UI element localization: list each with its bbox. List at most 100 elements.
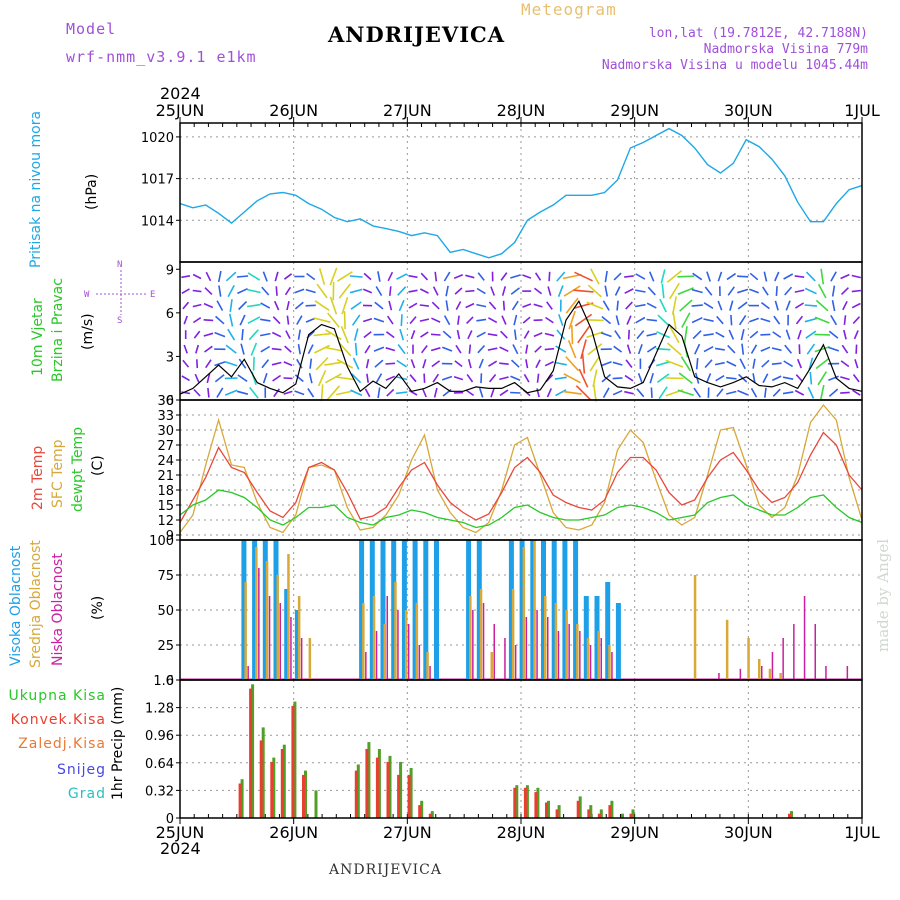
wind-arrow bbox=[548, 271, 551, 282]
wind-arrow bbox=[375, 373, 383, 384]
wind-arrow bbox=[796, 358, 803, 369]
total-precip-bar bbox=[589, 805, 593, 818]
mid-cloud-bar bbox=[544, 596, 547, 680]
y-tick-label: 9 bbox=[166, 263, 174, 278]
wind-arrow bbox=[431, 360, 441, 368]
wind-arrow bbox=[182, 359, 190, 368]
top-day-label: 26JUN bbox=[269, 101, 318, 120]
wind-arrow bbox=[534, 287, 543, 295]
wind-arrow bbox=[771, 362, 782, 365]
wind-arrow bbox=[602, 387, 610, 398]
wind-arrow bbox=[350, 389, 363, 397]
wind-arrow bbox=[487, 347, 498, 351]
conv-precip-bar bbox=[534, 792, 538, 818]
wind-arrow bbox=[752, 358, 756, 369]
low-cloud-bar bbox=[504, 638, 506, 680]
wind-arrow bbox=[314, 344, 331, 354]
conv-precip-bar bbox=[249, 688, 253, 818]
wind-arrow bbox=[613, 272, 622, 281]
wind-arrow bbox=[388, 300, 393, 311]
wind-arrow bbox=[227, 285, 235, 298]
wind-arrow bbox=[626, 315, 632, 325]
wind-arrow bbox=[737, 301, 748, 310]
wind-arrow bbox=[453, 376, 464, 381]
wind-arrow bbox=[649, 372, 654, 384]
mid-cloud-bar bbox=[490, 652, 493, 680]
wind-arrow bbox=[671, 296, 677, 315]
wind-arrow bbox=[214, 361, 226, 367]
mid-cloud-bar bbox=[576, 624, 579, 680]
top-day-label: 1JUL bbox=[844, 101, 880, 120]
wind-arrow bbox=[565, 297, 579, 314]
wind-arrow bbox=[229, 299, 233, 313]
wind-arrow bbox=[285, 330, 291, 339]
high-cloud-bar bbox=[562, 540, 568, 680]
wind-arrow bbox=[409, 374, 417, 383]
wind-arrow bbox=[385, 347, 396, 352]
wind-arrow bbox=[335, 390, 354, 396]
wind-arrow bbox=[763, 271, 768, 282]
wind-arrow bbox=[294, 301, 304, 310]
wind-arrow bbox=[236, 390, 249, 395]
wind-arrow bbox=[307, 388, 315, 398]
y-tick-label: 0 bbox=[166, 812, 174, 827]
wind-arrow bbox=[656, 373, 670, 384]
wind-arrow bbox=[420, 272, 429, 281]
wind-arrow bbox=[341, 296, 349, 315]
wind-arrow bbox=[637, 344, 643, 355]
wind-arrow bbox=[604, 285, 609, 297]
wind-arrow bbox=[534, 272, 542, 281]
bottom-day-label: 26JUN bbox=[269, 823, 318, 842]
wind-arrow bbox=[286, 301, 290, 311]
wind-arrow bbox=[577, 325, 590, 344]
mid-cloud-bar bbox=[608, 645, 611, 680]
wind-arrow bbox=[840, 287, 849, 295]
wind-arrow bbox=[600, 332, 612, 338]
mid-cloud-bar bbox=[522, 547, 526, 680]
wind-arrow bbox=[259, 318, 271, 322]
wind-arrow bbox=[575, 385, 592, 401]
wind-arrow bbox=[814, 316, 830, 324]
wind-arrow bbox=[805, 330, 817, 339]
wind-arrow bbox=[408, 289, 418, 293]
low-cloud-bar bbox=[300, 638, 303, 680]
wind-arrow bbox=[760, 333, 771, 336]
low-cloud-bar bbox=[482, 603, 485, 680]
wind-arrow bbox=[669, 282, 680, 300]
wind-arrow bbox=[762, 286, 769, 296]
wind-arrow bbox=[851, 302, 861, 309]
total-precip-bar bbox=[631, 809, 635, 818]
mid-cloud-bar bbox=[511, 589, 515, 680]
total-precip-bar bbox=[251, 684, 255, 818]
wind-arrow bbox=[627, 329, 630, 340]
low-cloud-bar bbox=[718, 673, 720, 680]
wind-arrow bbox=[350, 301, 362, 310]
wind-arrow bbox=[224, 360, 238, 367]
conv-precip-bar bbox=[545, 802, 548, 818]
low-cloud-bar bbox=[547, 617, 549, 680]
wind-arrow bbox=[783, 360, 794, 368]
wind-arrow bbox=[726, 376, 737, 380]
wind-arrow bbox=[806, 343, 816, 355]
wind-arrow bbox=[499, 376, 509, 381]
wind-arrow bbox=[272, 374, 282, 382]
wind-arrow bbox=[349, 275, 363, 278]
wind-arrow bbox=[760, 301, 770, 310]
wind-arrow bbox=[434, 271, 438, 282]
wind-arrow bbox=[466, 316, 474, 324]
wind-arrow bbox=[455, 344, 462, 354]
wind-arrow bbox=[374, 301, 384, 310]
wind-arrow bbox=[840, 391, 850, 394]
wind-arrow bbox=[377, 387, 381, 399]
wind-arrow bbox=[523, 330, 530, 339]
wind-arrow bbox=[586, 331, 604, 339]
wind-arrow bbox=[592, 383, 597, 402]
mid-cloud-bar bbox=[415, 603, 419, 680]
wind-arrow bbox=[499, 362, 509, 365]
wind-arrow bbox=[386, 388, 395, 397]
mid-cloud-bar bbox=[426, 652, 429, 680]
wind-arrow bbox=[203, 332, 214, 337]
wind-arrow bbox=[326, 385, 341, 401]
wind-arrow bbox=[273, 300, 280, 311]
